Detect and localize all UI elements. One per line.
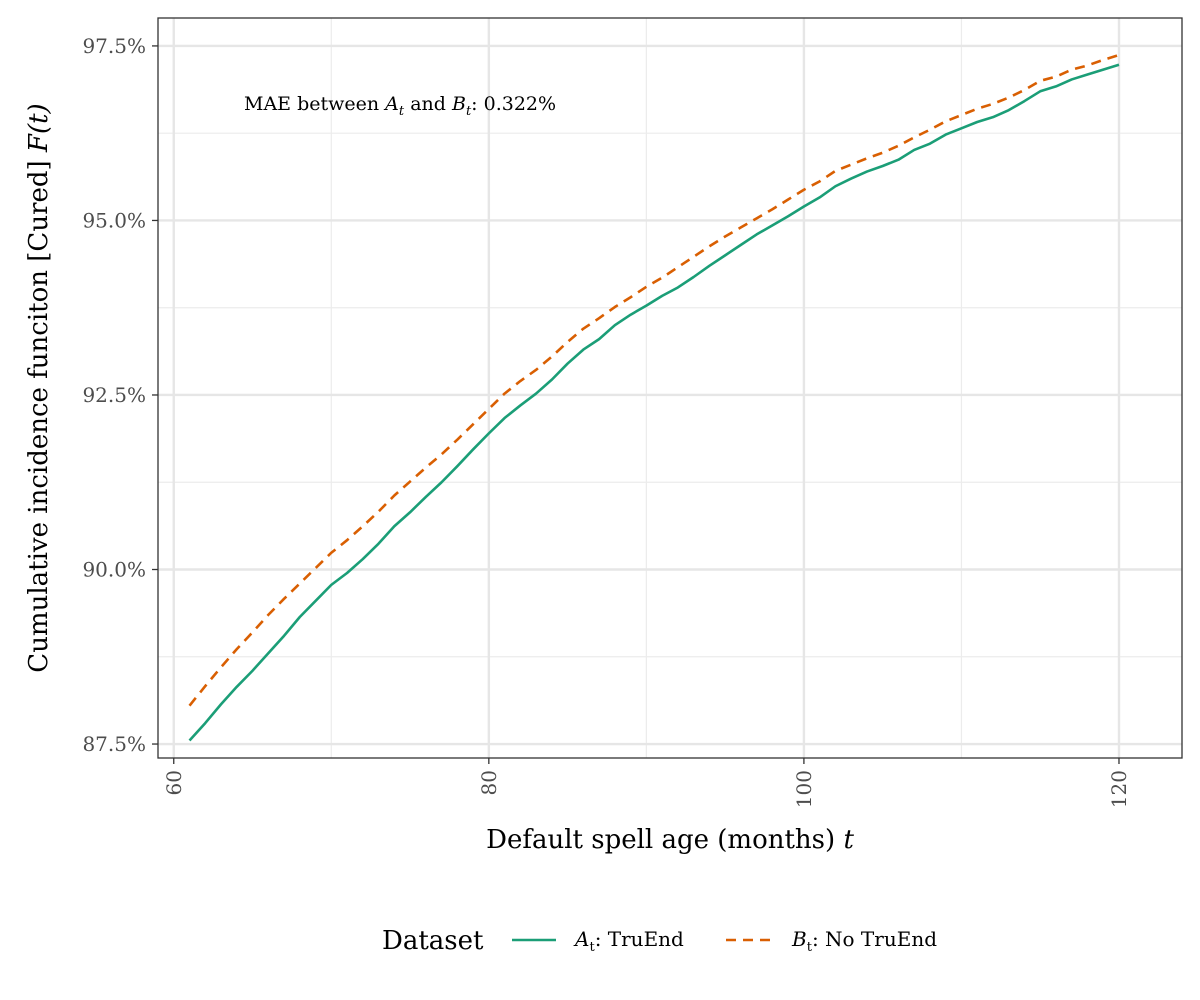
x-axis-title: Default spell age (months) t	[486, 825, 854, 855]
plot-background	[158, 18, 1182, 758]
y-axis: 87.5% 90.0% 92.5% 95.0% 97.5%	[82, 34, 158, 756]
y-tick-label: 87.5%	[82, 732, 146, 756]
legend-a-text: : TruEnd	[595, 927, 684, 951]
x-axis-title-text: Default spell age (months)	[486, 825, 835, 855]
x-tick-label: 100	[792, 770, 816, 808]
series-line-b	[188, 53, 1120, 707]
annotation-value: : 0.322%	[471, 93, 556, 115]
legend: Dataset At: TruEnd Bt: No TruEnd	[382, 926, 937, 956]
y-tick-label: 92.5%	[82, 383, 146, 407]
legend-title: Dataset	[382, 926, 484, 956]
annotation-prefix: MAE between	[244, 93, 379, 115]
grid-minor	[158, 18, 1182, 758]
legend-label-b: Bt: No TruEnd	[791, 927, 937, 955]
legend-label-a: At: TruEnd	[573, 927, 684, 955]
annotation-b-sub: t	[466, 104, 472, 119]
legend-a-sub: t	[589, 940, 595, 955]
legend-b-text: : No TruEnd	[812, 927, 937, 951]
series-layer	[188, 53, 1120, 742]
legend-b-sub: t	[807, 940, 813, 955]
legend-b-key: B	[791, 927, 807, 951]
annotation-mae: MAE between At and Bt: 0.322%	[244, 93, 556, 120]
y-axis-title: Cumulative incidence funciton [Cured] F(…	[24, 103, 54, 672]
plot-border	[157, 17, 1183, 759]
x-tick-label: 80	[477, 770, 501, 795]
annotation-and: and	[410, 93, 446, 115]
annotation-a-sub: t	[399, 104, 405, 119]
y-axis-title-var: F(t)	[24, 103, 54, 153]
legend-a-key: A	[573, 927, 589, 951]
y-tick-label: 95.0%	[82, 208, 146, 232]
y-tick-label: 97.5%	[82, 34, 146, 58]
annotation-b: B	[451, 93, 466, 115]
annotation-a: A	[383, 93, 399, 115]
y-tick-label: 90.0%	[82, 558, 146, 582]
x-tick-label: 120	[1107, 770, 1131, 808]
x-axis-title-var: t	[843, 825, 854, 855]
grid-major	[158, 18, 1182, 758]
x-tick-label: 60	[162, 770, 186, 795]
x-axis: 60 80 100 120	[162, 758, 1131, 808]
y-axis-title-text: Cumulative incidence funciton [Cured]	[24, 160, 54, 672]
series-line-a	[188, 63, 1120, 742]
